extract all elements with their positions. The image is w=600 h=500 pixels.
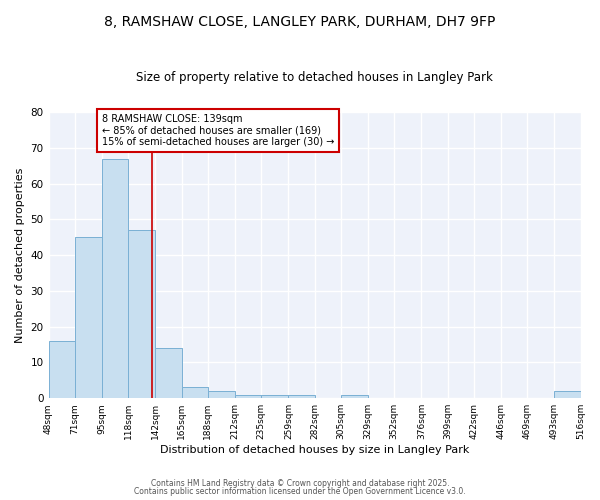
Bar — [74, 237, 102, 398]
Bar — [235, 394, 261, 398]
Text: Contains HM Land Registry data © Crown copyright and database right 2025.: Contains HM Land Registry data © Crown c… — [151, 478, 449, 488]
Text: 8 RAMSHAW CLOSE: 139sqm
← 85% of detached houses are smaller (169)
15% of semi-d: 8 RAMSHAW CLOSE: 139sqm ← 85% of detache… — [102, 114, 334, 147]
Bar — [128, 230, 155, 398]
Bar — [341, 394, 368, 398]
Bar — [49, 341, 74, 398]
Text: Contains public sector information licensed under the Open Government Licence v3: Contains public sector information licen… — [134, 487, 466, 496]
Bar — [182, 388, 208, 398]
X-axis label: Distribution of detached houses by size in Langley Park: Distribution of detached houses by size … — [160, 445, 469, 455]
Bar — [208, 391, 235, 398]
Bar — [102, 158, 128, 398]
Bar — [155, 348, 182, 398]
Bar — [261, 394, 289, 398]
Y-axis label: Number of detached properties: Number of detached properties — [15, 168, 25, 343]
Text: 8, RAMSHAW CLOSE, LANGLEY PARK, DURHAM, DH7 9FP: 8, RAMSHAW CLOSE, LANGLEY PARK, DURHAM, … — [104, 15, 496, 29]
Title: Size of property relative to detached houses in Langley Park: Size of property relative to detached ho… — [136, 72, 493, 85]
Bar — [554, 391, 581, 398]
Bar — [289, 394, 314, 398]
